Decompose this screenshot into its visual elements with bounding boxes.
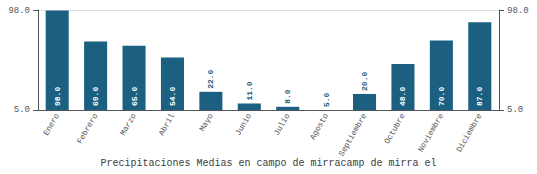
svg-text:Enero: Enero xyxy=(41,112,61,137)
svg-text:Noviembre: Noviembre xyxy=(416,112,445,154)
svg-text:65.0: 65.0 xyxy=(130,87,139,106)
svg-text:5.0: 5.0 xyxy=(14,105,30,115)
svg-text:87.0: 87.0 xyxy=(475,87,484,106)
svg-text:Diciembre: Diciembre xyxy=(454,112,483,154)
svg-text:54.0: 54.0 xyxy=(168,87,177,106)
svg-text:Septiembre: Septiembre xyxy=(337,112,369,158)
svg-text:Precipitaciones Medias en camp: Precipitaciones Medias en campo de mirra… xyxy=(100,158,436,169)
svg-text:Octubre: Octubre xyxy=(382,112,407,146)
svg-text:20.0: 20.0 xyxy=(360,72,369,91)
svg-text:98.0: 98.0 xyxy=(53,87,62,106)
svg-text:11.0: 11.0 xyxy=(245,81,254,100)
svg-text:22.0: 22.0 xyxy=(206,69,215,88)
svg-text:5.0: 5.0 xyxy=(507,105,523,115)
svg-text:69.0: 69.0 xyxy=(91,87,100,106)
svg-text:Febrero: Febrero xyxy=(75,112,100,146)
svg-text:Junio: Junio xyxy=(233,112,253,137)
svg-text:5.0: 5.0 xyxy=(322,92,331,107)
svg-text:Agosto: Agosto xyxy=(308,112,330,142)
svg-text:Mayo: Mayo xyxy=(197,112,214,133)
svg-text:8.0: 8.0 xyxy=(283,89,292,104)
svg-text:Julio: Julio xyxy=(272,112,292,137)
svg-text:70.0: 70.0 xyxy=(437,87,446,106)
svg-text:Marzo: Marzo xyxy=(118,112,138,137)
svg-text:98.0: 98.0 xyxy=(8,6,30,16)
svg-text:48.0: 48.0 xyxy=(398,87,407,106)
svg-text:98.0: 98.0 xyxy=(507,6,529,16)
svg-text:Abril: Abril xyxy=(157,112,177,137)
